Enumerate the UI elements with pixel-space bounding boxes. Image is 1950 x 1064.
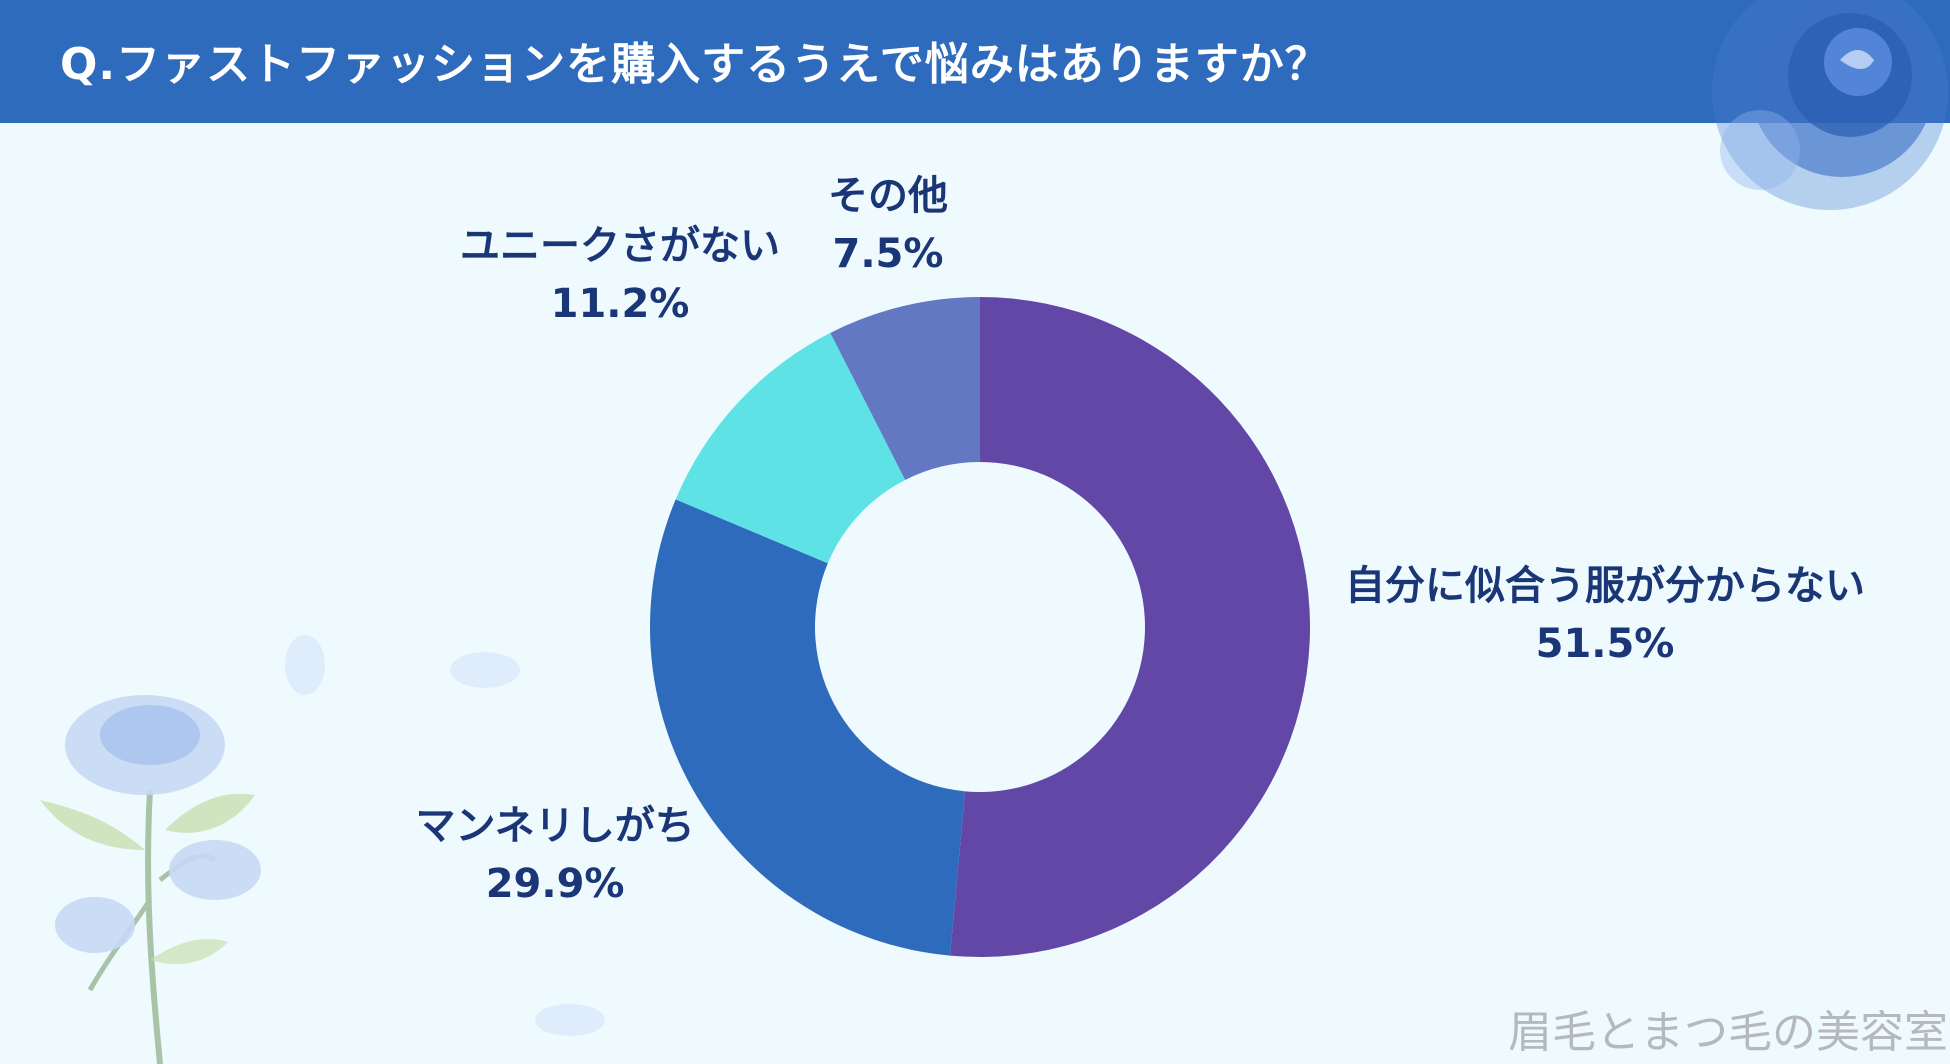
- slice-category-label: ユニークさがない: [460, 223, 780, 269]
- slice-label-2: ユニークさがない 11.2%: [460, 217, 780, 333]
- blue-rose-icon: [1712, 0, 1948, 210]
- slice-2: [675, 332, 906, 564]
- slice-value-label: 51.5%: [1535, 621, 1675, 667]
- slice-1: [650, 499, 966, 956]
- slice-0: [950, 297, 1311, 957]
- slice-category-label: 自分に似合う服が分からない: [1345, 563, 1865, 609]
- chart-title: Q.ファストファッションを購入するうえで悩みはありますか？: [60, 39, 1330, 90]
- slice-value-label: 29.9%: [485, 861, 625, 907]
- slice-value-label: 7.5%: [832, 231, 944, 277]
- slice-label-1: マンネリしがち 29.9%: [416, 797, 695, 913]
- slice-3: [830, 297, 980, 480]
- slice-category-label: マンネリしがち: [415, 803, 695, 849]
- watermark-text: 眉毛とまつ毛の美容室: [1508, 1007, 1948, 1058]
- slice-label-0: 自分に似合う服が分からない 51.5%: [1345, 557, 1865, 673]
- slice-label-3: その他 7.5%: [828, 167, 948, 283]
- slice-category-label: その他: [828, 173, 948, 219]
- donut-slices: [650, 297, 1311, 957]
- title-bar: Q.ファストファッションを購入するうえで悩みはありますか？: [0, 0, 1950, 123]
- blue-flower-branch-icon: [40, 635, 605, 1064]
- slice-value-label: 11.2%: [550, 281, 690, 327]
